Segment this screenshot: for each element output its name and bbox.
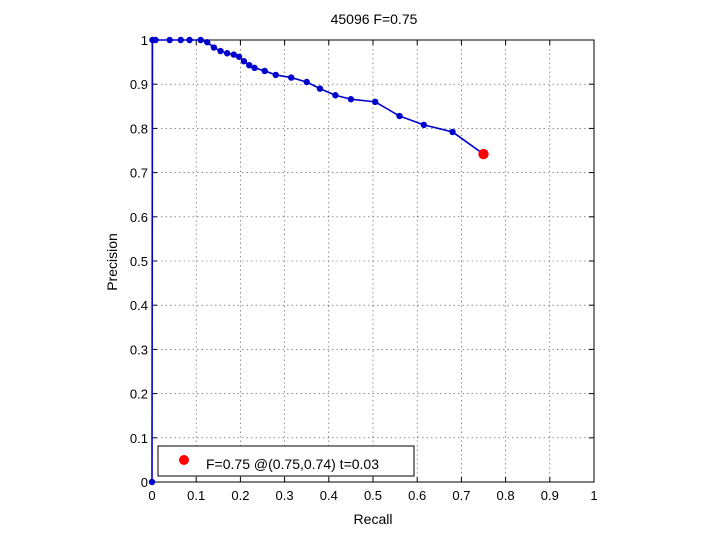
x-tick-label: 0.6 [408, 488, 426, 503]
x-tick-label: 0 [148, 488, 155, 503]
y-tick-labels: 0 0.1 0.2 0.3 0.4 0.5 0.6 0.7 0.8 0.9 1 [130, 33, 148, 490]
data-point [210, 44, 218, 51]
data-point [217, 47, 224, 55]
x-tick-labels: 0 0.1 0.2 0.3 0.4 0.5 0.6 0.7 0.8 0.9 1 [148, 488, 597, 503]
data-point [166, 36, 173, 44]
data-point [251, 64, 258, 72]
data-point [186, 36, 193, 44]
y-tick-label: 0 [141, 475, 148, 490]
y-tick-label: 0.3 [130, 342, 148, 357]
data-point [288, 74, 295, 81]
x-tick-label: 0.9 [541, 488, 559, 503]
x-tick-label: 1 [590, 488, 597, 503]
best-point-marker [478, 148, 489, 160]
x-tick-label: 0.1 [187, 488, 205, 503]
data-point [177, 36, 184, 44]
data-point [449, 128, 456, 136]
x-tick-label: 0.4 [320, 488, 338, 503]
grid [152, 40, 594, 482]
best-f-point [478, 148, 489, 160]
series-precision-recall [148, 36, 484, 486]
data-point [230, 51, 237, 58]
y-tick-label: 0.8 [130, 121, 148, 136]
y-tick-label: 0.4 [130, 298, 148, 313]
data-point [204, 39, 211, 46]
data-point [246, 61, 253, 69]
y-tick-label: 0.1 [130, 431, 148, 446]
data-point [223, 50, 231, 57]
data-point [420, 121, 428, 129]
y-axis-label: Precision [104, 233, 120, 291]
data-point [240, 58, 248, 65]
data-point [272, 71, 279, 79]
data-point [396, 112, 403, 120]
y-tick-label: 1 [141, 33, 148, 48]
y-tick-label: 0.9 [130, 77, 148, 92]
data-point [261, 67, 268, 75]
y-tick-label: 0.5 [130, 254, 148, 269]
legend: F=0.75 @(0.75,0.74) t=0.03 [157, 445, 415, 477]
x-tick-label: 0.5 [364, 488, 382, 503]
data-point [372, 98, 379, 106]
x-axis-label: Recall [354, 511, 393, 527]
legend-marker-best-point [179, 455, 189, 465]
data-point [152, 36, 159, 44]
data-point [347, 96, 355, 103]
x-tick-label: 0.2 [231, 488, 249, 503]
series-line [151, 39, 484, 483]
x-tick-label: 0.8 [497, 488, 515, 503]
legend-entry-best-point: F=0.75 @(0.75,0.74) t=0.03 [206, 456, 379, 472]
data-point [316, 85, 324, 92]
y-tick-label: 0.2 [130, 387, 148, 402]
data-point [332, 92, 339, 99]
legend-box [157, 445, 415, 477]
data-point [148, 478, 156, 486]
data-point [303, 78, 310, 86]
x-tick-label: 0.7 [452, 488, 470, 503]
chart-title: 45096 F=0.75 [331, 11, 418, 27]
data-point [235, 53, 243, 60]
y-tick-label: 0.6 [130, 210, 148, 225]
x-tick-label: 0.3 [276, 488, 294, 503]
data-point [197, 36, 204, 44]
y-tick-label: 0.7 [130, 166, 148, 181]
axis-ticks [151, 39, 595, 483]
